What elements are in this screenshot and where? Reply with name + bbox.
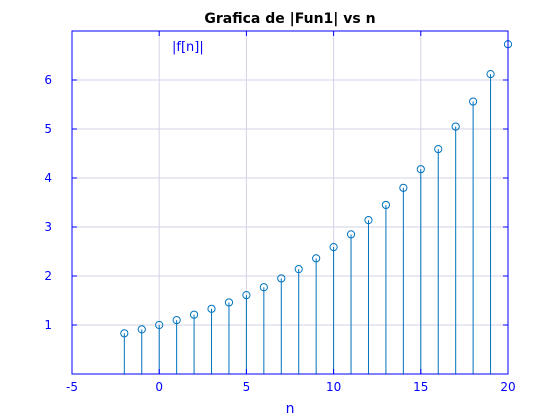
stem-marker bbox=[469, 97, 478, 106]
stem-marker bbox=[224, 298, 234, 307]
stem-marker bbox=[434, 144, 443, 154]
x-tick-label: 10 bbox=[326, 380, 341, 394]
y-tick-label: 5 bbox=[44, 122, 52, 136]
stem-marker bbox=[381, 200, 391, 210]
stem-marker bbox=[277, 274, 286, 283]
stem-marker bbox=[189, 310, 199, 319]
x-tick-label: 0 bbox=[155, 380, 163, 394]
stem-marker bbox=[329, 242, 338, 252]
y-tick-label: 6 bbox=[44, 73, 52, 87]
y-tick-label: 1 bbox=[44, 318, 52, 332]
stem-marker bbox=[137, 325, 146, 334]
x-tick-label: 20 bbox=[500, 380, 515, 394]
x-tick-label: 15 bbox=[413, 380, 428, 394]
y-tick-label: 2 bbox=[44, 269, 52, 283]
stem-marker bbox=[399, 183, 408, 192]
chart-title: Grafica de |Fun1| vs n bbox=[204, 11, 375, 27]
y-tick-label: 3 bbox=[44, 220, 52, 234]
stem-marker bbox=[242, 291, 251, 300]
stem-marker bbox=[364, 216, 373, 225]
stem-marker bbox=[207, 304, 216, 313]
series-annotation: |f[n]| bbox=[172, 40, 204, 55]
stem-marker bbox=[259, 283, 268, 292]
x-tick-label: 5 bbox=[243, 380, 251, 394]
axes-box bbox=[71, 30, 509, 375]
stem-marker bbox=[120, 329, 129, 338]
stem-marker bbox=[486, 70, 495, 79]
axis-ticks: -5 0 5 10 15 20 1 2 3 4 5 6 bbox=[44, 31, 516, 394]
stem-marker bbox=[451, 122, 460, 131]
x-tick-label: -5 bbox=[66, 380, 78, 394]
y-tick-label: 4 bbox=[44, 171, 52, 185]
stem-marker bbox=[312, 254, 321, 263]
x-axis-label: n bbox=[286, 401, 295, 417]
stem-marker bbox=[346, 230, 356, 239]
stem-marker bbox=[155, 320, 164, 330]
stem-marker bbox=[416, 165, 425, 174]
stem-marker bbox=[294, 265, 303, 274]
stem-marker bbox=[172, 316, 181, 325]
